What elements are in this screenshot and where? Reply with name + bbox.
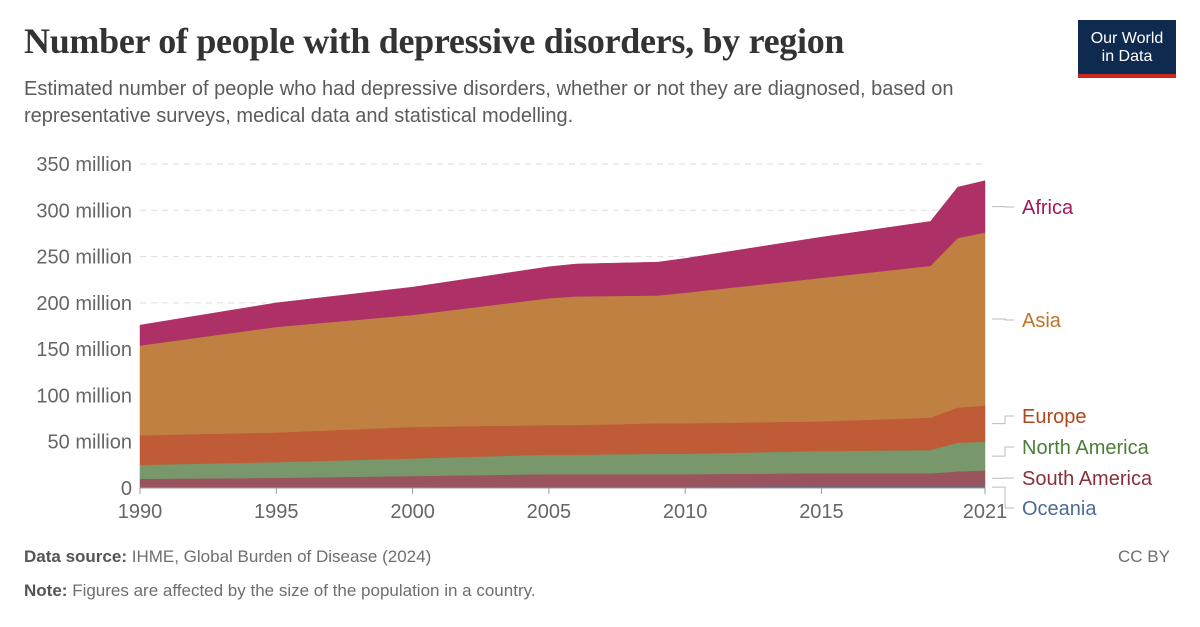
chart-title: Number of people with depressive disorde… bbox=[24, 21, 845, 61]
y-tick-label: 250 million bbox=[36, 247, 132, 269]
source-label: Data source: bbox=[24, 547, 127, 566]
y-tick-label: 350 million bbox=[36, 154, 132, 176]
x-tick-label: 2021 bbox=[963, 501, 1008, 523]
y-tick-label: 150 million bbox=[36, 339, 132, 361]
y-tick-label: 300 million bbox=[36, 200, 132, 222]
label-connector bbox=[992, 486, 1014, 509]
license[interactable]: CC BY bbox=[1118, 547, 1170, 566]
series-label-asia: Asia bbox=[1022, 310, 1062, 332]
y-tick-label: 100 million bbox=[36, 385, 132, 407]
note: Note: Figures are affected by the size o… bbox=[24, 581, 536, 601]
series-label-south-america: South America bbox=[1022, 468, 1153, 490]
note-text: Figures are affected by the size of the … bbox=[72, 581, 536, 600]
chart-subtitle: Estimated number of people who had depre… bbox=[24, 78, 954, 127]
label-connector bbox=[992, 318, 1014, 321]
logo-line-1: Our World bbox=[1090, 30, 1164, 47]
y-tick-label: 200 million bbox=[36, 293, 132, 315]
series-label-oceania: Oceania bbox=[1022, 498, 1097, 520]
label-connector bbox=[992, 415, 1014, 425]
data-source: Data source: IHME, Global Burden of Dise… bbox=[24, 547, 431, 567]
note-label: Note: bbox=[24, 581, 68, 600]
x-tick-label: 1990 bbox=[118, 501, 163, 523]
source-text[interactable]: IHME, Global Burden of Disease (2024) bbox=[131, 547, 432, 566]
area-africa bbox=[139, 180, 986, 346]
series-label-north-america: North America bbox=[1022, 437, 1150, 459]
logo-line-2: in Data bbox=[1101, 48, 1153, 65]
x-tick-label: 2000 bbox=[390, 501, 435, 523]
x-tick-label: 2010 bbox=[663, 501, 708, 523]
x-tick-label: 1995 bbox=[254, 501, 299, 523]
x-tick-label: 2005 bbox=[527, 501, 572, 523]
owid-logo[interactable]: Our World in Data bbox=[1078, 20, 1176, 78]
y-tick-label: 50 million bbox=[48, 432, 132, 454]
x-tick-label: 2015 bbox=[799, 501, 844, 523]
series-label-africa: Africa bbox=[1022, 197, 1074, 219]
label-connector bbox=[992, 446, 1014, 457]
series-label-europe: Europe bbox=[1022, 406, 1087, 428]
y-tick-label: 0 bbox=[121, 478, 132, 500]
